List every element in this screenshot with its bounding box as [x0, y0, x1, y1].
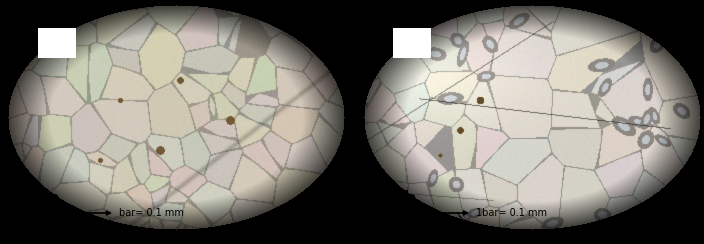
- Text: 1bar= 0.1 mm: 1bar= 0.1 mm: [476, 208, 547, 218]
- FancyBboxPatch shape: [393, 28, 431, 58]
- Text: a: a: [49, 191, 61, 209]
- Text: b: b: [404, 191, 416, 209]
- FancyBboxPatch shape: [38, 28, 76, 58]
- Text: bar= 0.1 mm: bar= 0.1 mm: [119, 208, 184, 218]
